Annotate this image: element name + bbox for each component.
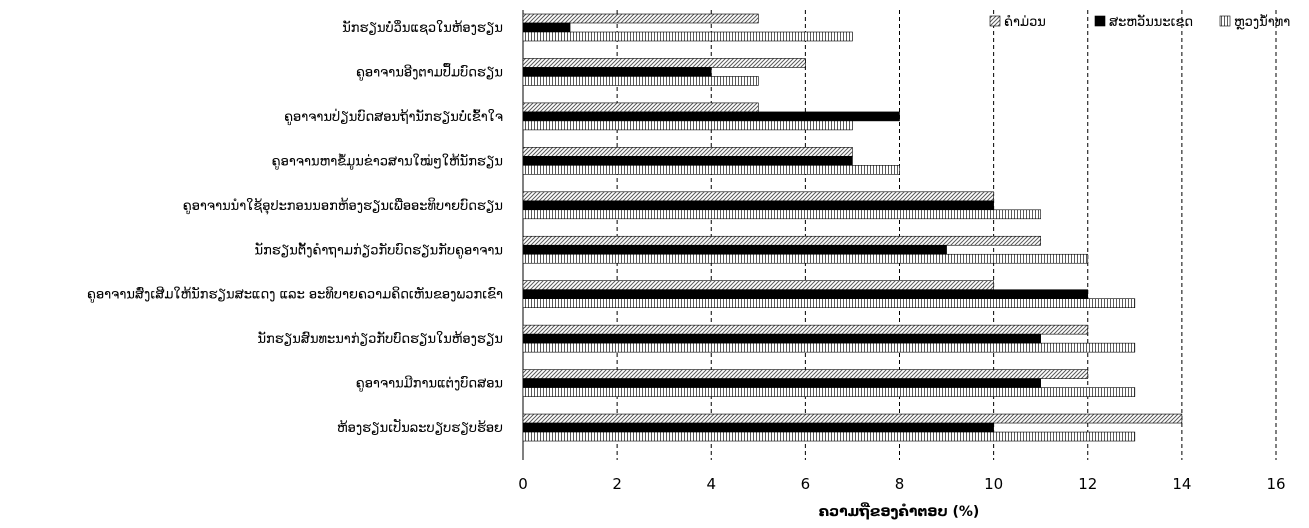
x-tick-label: 6: [801, 475, 811, 493]
bar-vertical-9: [522, 431, 1136, 442]
bar-solid-4: [522, 200, 994, 211]
category-label: ຄູອາຈານມີການແຕ່ງບົດສອນ: [356, 376, 503, 392]
bar-diagonal-0: [522, 13, 759, 24]
category-label: ຄູອາຈານປ່ຽນບົດສອນຖ້ານັກຮຽນບໍ່ເຂົ້າໃຈ: [284, 108, 503, 125]
bar-vertical-2: [522, 120, 853, 131]
bar-solid-8: [522, 378, 1041, 388]
bar-diagonal-7: [522, 324, 1089, 335]
bar-vertical-3: [522, 165, 900, 175]
x-tick-label: 2: [612, 475, 622, 493]
category-label: ຄູອາຈານນຳໃຊ້ອຸປະກອນນອກຫ້ອງຮຽນເພື່ອອະທິບາ…: [183, 198, 503, 215]
bar-diagonal-2: [522, 102, 759, 113]
bar-solid-9: [522, 422, 994, 433]
bar-solid-3: [522, 156, 853, 166]
bar-solid-1: [522, 67, 712, 77]
bar-vertical-6: [522, 298, 1136, 309]
bar-solid-5: [522, 244, 947, 255]
bar-solid-7: [522, 333, 1041, 344]
bar-diagonal-4: [522, 191, 994, 202]
x-tick-labels: 0 2 4 6 8 10 12 14 16: [518, 475, 1285, 493]
bar-diagonal-9: [522, 413, 1183, 424]
category-label: ຫ້ອງຮຽນເປັນລະບຽບຮຽບຮ້ອຍ: [337, 420, 503, 436]
bar-vertical-1: [522, 76, 759, 86]
bar-diagonal-8: [522, 369, 1089, 379]
x-tick-label: 4: [706, 475, 716, 493]
legend-swatch-vertical: [1219, 15, 1231, 27]
bar-solid-0: [522, 22, 571, 33]
bar-diagonal-1: [522, 58, 806, 68]
bar-diagonal-6: [522, 280, 994, 291]
bar-vertical-8: [522, 387, 1136, 397]
category-label: ຄູອາຈານອີງຕາມປຶ້ມບົດຮຽນ: [356, 63, 503, 81]
legend-label: ຫຼວງນ້ຳທາ: [1234, 14, 1290, 30]
x-tick-label: 0: [518, 475, 528, 493]
bar-vertical-4: [522, 209, 1041, 220]
bar-vertical-0: [522, 31, 853, 42]
x-tick-label: 12: [1078, 475, 1097, 493]
x-axis-title: ຄວາມຖີ່ຂອງຄຳຕອບ (%): [819, 502, 980, 520]
x-tick-label: 16: [1266, 475, 1285, 493]
legend-swatch-diagonal: [989, 15, 1001, 27]
bar-solid-2: [522, 111, 900, 122]
x-tick-label: 10: [984, 475, 1003, 493]
bars: [522, 13, 1183, 442]
bar-solid-6: [522, 289, 1089, 300]
category-label: ຄູອາຈານຫາຂໍ້ມູນຂ່າວສານໃໝ່ໆໃຫ້ນັກຮຽນ: [272, 153, 503, 169]
legend-swatch-solid: [1094, 15, 1106, 27]
legend: ຄຳມ່ວນ ສະຫວັນນະເຂດ ຫຼວງນ້ຳທາ: [989, 14, 1290, 30]
category-label: ຄູອາຈານສົ່ງເສີມໃຫ້ນັກຮຽນສະແດງ ແລະ ອະທິບາ…: [87, 286, 503, 302]
bar-vertical-5: [522, 253, 1089, 264]
x-tick-label: 14: [1172, 475, 1191, 493]
bar-diagonal-3: [522, 147, 853, 157]
legend-label: ຄຳມ່ວນ: [1004, 15, 1046, 30]
x-tick-label: 8: [895, 475, 905, 493]
bar-diagonal-5: [522, 235, 1041, 246]
bar-vertical-7: [522, 342, 1136, 353]
category-labels: ນັກຮຽນບໍ່ວິ່ນແຊວໃນຫ້ອງຮຽນຄູອາຈານອີງຕາມປຶ…: [87, 20, 503, 436]
legend-label: ສະຫວັນນະເຂດ: [1109, 15, 1193, 30]
category-label: ນັກຮຽນບໍ່ວິ່ນແຊວໃນຫ້ອງຮຽນ: [342, 20, 503, 36]
category-label: ນັກຮຽນສົນທະນາກ່ຽວກັບບົດຮຽນໃນຫ້ອງຮຽນ: [257, 331, 503, 347]
category-label: ນັກຮຽນຕັ້ງຄຳຖາມກ່ຽວກັບບົດຮຽນກັບຄູອາຈານ: [255, 242, 503, 258]
